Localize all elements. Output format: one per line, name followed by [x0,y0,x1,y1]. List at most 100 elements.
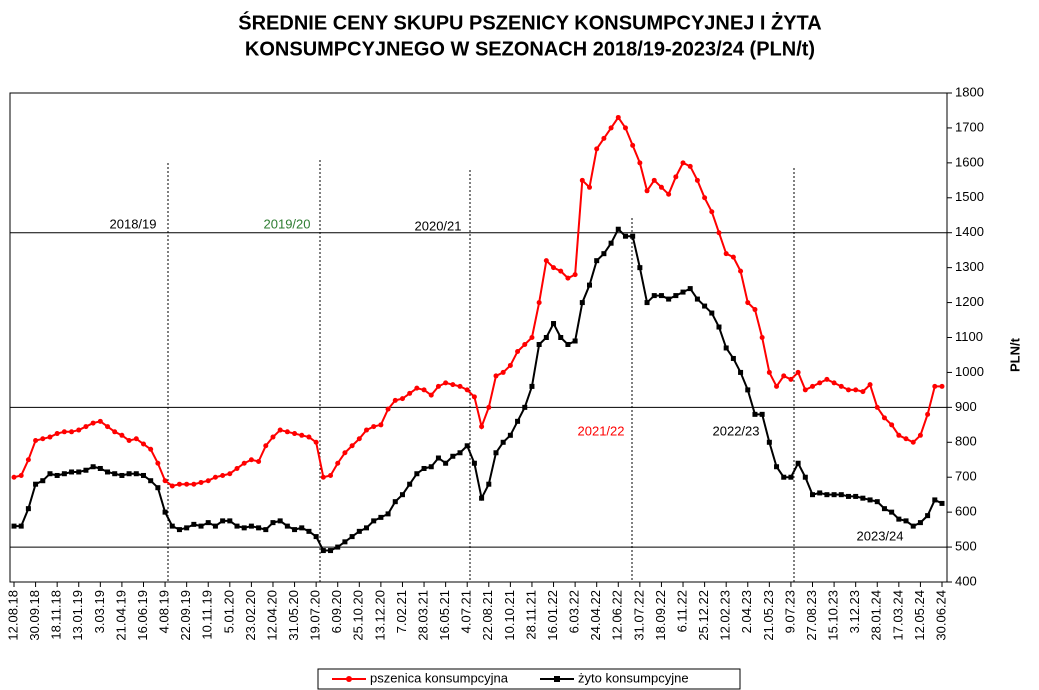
x-tick-label: 6.09.20 [329,590,344,633]
data-point [622,233,628,239]
data-point [371,424,377,430]
y-tick-label: 1300 [955,259,984,274]
data-point [917,432,923,438]
data-point [25,506,31,512]
data-point [378,514,384,520]
data-point [867,497,873,503]
data-point [363,525,369,531]
data-point [752,307,758,313]
x-tick-label: 16.01.22 [545,590,560,641]
data-point [176,527,182,533]
data-point [579,177,585,183]
data-point [745,387,751,393]
data-point [738,369,744,375]
y-tick-label: 1200 [955,294,984,309]
data-point [666,191,672,197]
plot-area [9,92,952,587]
data-point [853,493,859,499]
data-point [162,478,168,484]
x-tick-label: 12.04.20 [264,590,279,641]
data-point [644,188,650,194]
data-point [133,471,139,477]
data-point [292,527,298,533]
data-point [227,518,233,524]
data-point [802,474,808,480]
data-point [11,474,17,480]
x-tick-label: 27.08.23 [804,590,819,641]
data-point [191,521,197,527]
data-point [917,520,923,526]
data-point [169,483,175,489]
y-tick-label: 1500 [955,189,984,204]
data-point [162,509,168,515]
data-point [507,362,513,368]
data-point [356,528,362,534]
annotation: 2019/20 [264,216,311,231]
data-point [292,431,298,437]
data-point [522,341,528,347]
x-tick-label: 28.11.21 [523,590,538,640]
data-point [450,382,456,388]
data-point [392,397,398,403]
data-point [507,432,513,438]
data-point [774,464,780,470]
data-point [543,258,549,264]
data-point [140,441,146,447]
data-point [838,383,844,389]
data-point [788,376,794,382]
data-point [83,424,89,430]
data-point [69,429,75,435]
data-point [694,296,700,302]
data-point [342,539,348,545]
data-point [169,523,175,529]
x-tick-label: 10.11.19 [200,590,215,640]
legend-label: żyto konsumpcyjne [578,670,689,685]
data-point [263,527,269,533]
data-point [385,406,391,412]
data-point [299,432,305,438]
x-tick-label: 6.11.22 [674,590,689,632]
legend-marker [554,676,560,682]
data-point [443,460,449,466]
data-point [83,467,89,473]
data-point [896,432,902,438]
data-point [572,338,578,344]
data-point [716,230,722,236]
y-axis-label: PLN/t [1007,337,1022,372]
data-point [69,469,75,475]
x-tick-label: 21.05.23 [761,590,776,641]
data-point [335,460,341,466]
data-point [76,469,82,475]
x-tick-label: 19.07.20 [308,590,323,641]
data-point [745,300,751,306]
annotation: 2018/19 [110,216,157,231]
data-point [702,303,708,309]
data-point [234,523,240,529]
data-point [184,481,190,487]
data-point [500,369,506,375]
data-point [90,464,96,470]
data-point [939,500,945,506]
data-point [831,380,837,386]
data-point [198,479,204,485]
data-point [198,523,204,529]
data-point [428,464,434,470]
data-point [457,383,463,389]
data-point [615,226,621,232]
y-tick-label: 700 [955,469,977,484]
data-point [910,439,916,445]
y-tick-label: 1700 [955,119,984,134]
data-point [881,415,887,421]
data-point [723,251,729,257]
data-point [795,369,801,375]
data-point [126,438,132,444]
data-point [320,548,326,554]
data-point [119,472,125,478]
data-point [392,499,398,505]
data-point [105,424,111,430]
x-tick-label: 30.06.24 [933,590,948,641]
data-point [824,492,830,498]
data-point [464,443,470,449]
data-point [248,523,254,529]
